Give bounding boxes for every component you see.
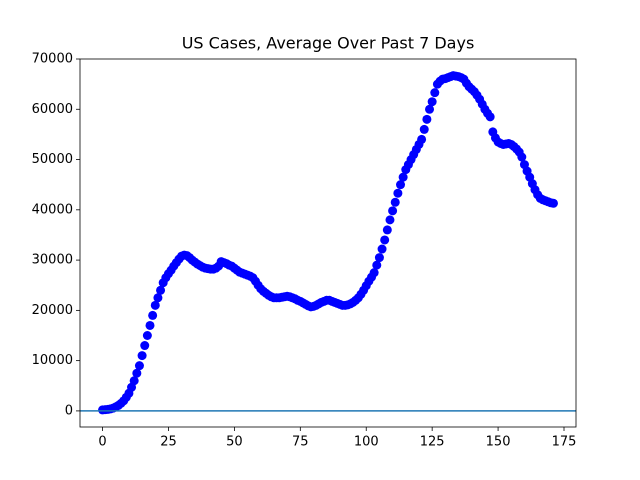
data-point xyxy=(485,112,495,122)
x-tick-label: 75 xyxy=(292,435,309,450)
data-point xyxy=(145,320,155,330)
data-point xyxy=(372,260,382,270)
data-point xyxy=(382,225,392,235)
x-tick-label: 50 xyxy=(226,435,243,450)
x-tick-label: 175 xyxy=(552,435,577,450)
data-point xyxy=(140,341,150,351)
data-point xyxy=(156,285,166,295)
x-tick-label: 25 xyxy=(160,435,177,450)
data-point xyxy=(430,88,440,98)
y-tick-label: 30000 xyxy=(32,253,73,268)
chart-title: US Cases, Average Over Past 7 Days xyxy=(182,34,475,53)
data-point xyxy=(148,310,158,320)
data-point xyxy=(396,180,406,190)
data-point xyxy=(134,361,144,371)
y-tick-label: 20000 xyxy=(32,303,73,318)
y-tick-label: 10000 xyxy=(32,353,73,368)
data-point xyxy=(369,268,379,278)
data-point xyxy=(385,215,395,225)
data-point xyxy=(390,197,400,207)
plot-frame xyxy=(79,58,577,428)
y-tick-label: 40000 xyxy=(32,202,73,217)
data-point xyxy=(137,351,147,361)
data-point xyxy=(425,104,435,114)
data-point xyxy=(377,244,387,254)
data-point xyxy=(388,206,398,216)
x-tick-label: 125 xyxy=(420,435,445,450)
data-point xyxy=(427,97,437,107)
y-tick-label: 70000 xyxy=(32,52,73,67)
data-point xyxy=(153,293,163,303)
data-point xyxy=(417,134,427,144)
data-point xyxy=(142,331,152,341)
data-point xyxy=(380,235,390,245)
data-point xyxy=(398,172,408,182)
x-tick-label: 150 xyxy=(486,435,511,450)
data-point xyxy=(129,376,139,386)
y-tick-label: 0 xyxy=(65,403,73,418)
data-point xyxy=(374,253,384,263)
data-point xyxy=(419,124,429,134)
x-tick-label: 100 xyxy=(354,435,379,450)
data-point xyxy=(150,300,160,310)
y-tick-label: 50000 xyxy=(32,152,73,167)
y-tick-label: 60000 xyxy=(32,102,73,117)
data-point xyxy=(548,198,558,208)
data-point xyxy=(132,368,142,378)
data-point xyxy=(422,114,432,124)
x-tick-label: 0 xyxy=(98,435,106,450)
data-point xyxy=(517,152,527,162)
data-point xyxy=(393,188,403,198)
